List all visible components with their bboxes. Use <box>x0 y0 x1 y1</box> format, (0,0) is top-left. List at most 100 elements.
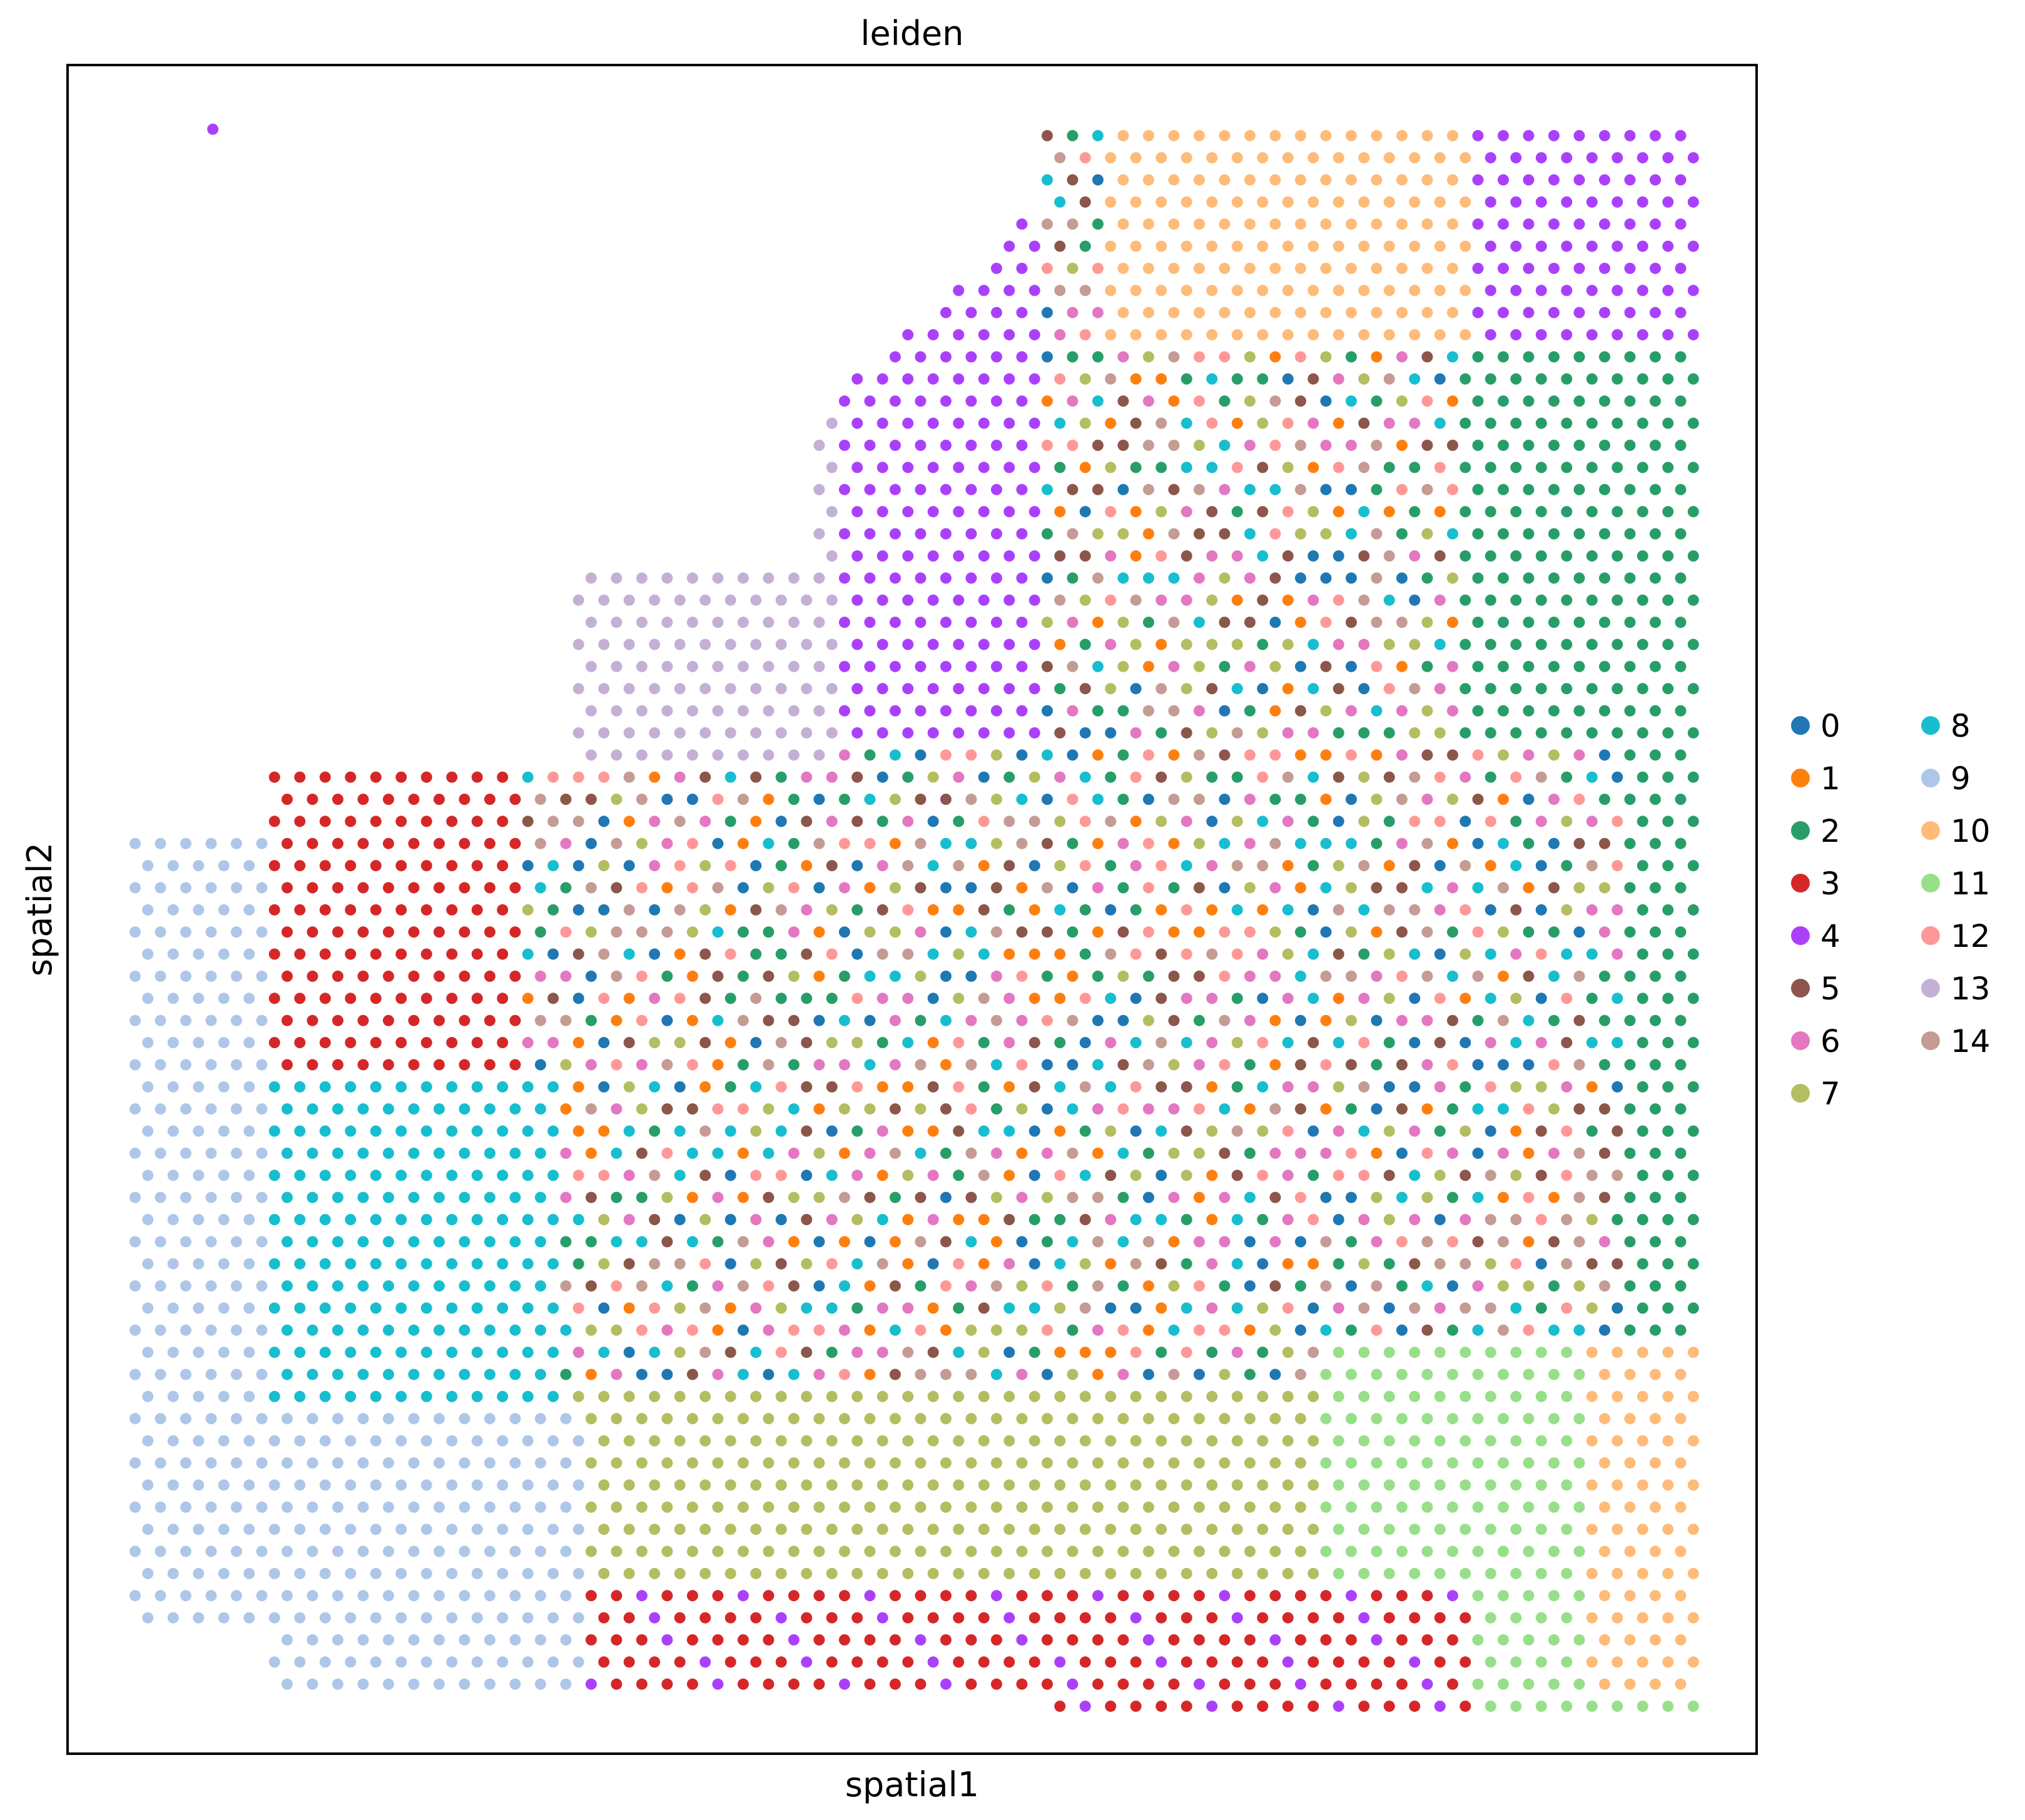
spot-point <box>1434 1214 1446 1225</box>
spot-point <box>636 1413 647 1425</box>
spot-point <box>231 1413 242 1425</box>
spot-point <box>1548 129 1560 141</box>
spot-point <box>1396 1545 1408 1557</box>
spot-point <box>826 1037 838 1048</box>
spot-point <box>256 1501 268 1513</box>
spot-point <box>1028 1302 1040 1314</box>
spot-point <box>1498 351 1509 363</box>
spot-point <box>940 882 952 894</box>
spot-point <box>927 417 939 429</box>
spot-point <box>1358 993 1370 1004</box>
spot-point <box>1219 129 1231 141</box>
spot-point <box>1105 639 1117 650</box>
spot-point <box>1498 306 1509 318</box>
spot-point <box>1067 1236 1078 1248</box>
spot-point <box>1016 395 1028 407</box>
spot-point <box>1042 970 1053 982</box>
spot-point <box>268 1524 280 1535</box>
spot-point <box>826 550 838 562</box>
spot-point <box>1409 1479 1421 1491</box>
spot-point <box>1459 1567 1471 1579</box>
spot-point <box>1358 1390 1370 1402</box>
spot-point <box>1092 749 1104 761</box>
spot-point <box>978 417 990 429</box>
spot-point <box>1067 794 1078 805</box>
legend-marker <box>1791 874 1810 892</box>
spot-point <box>876 417 888 429</box>
spot-point <box>1155 816 1167 827</box>
spot-point <box>724 1302 736 1314</box>
spot-point <box>750 1656 762 1668</box>
spot-point <box>915 528 926 540</box>
spot-point <box>1675 1457 1687 1469</box>
spot-point <box>598 1656 610 1668</box>
spot-point <box>522 1258 534 1270</box>
spot-point <box>978 1656 990 1668</box>
spot-point <box>927 1435 939 1447</box>
spot-point <box>940 351 952 363</box>
spot-point <box>1282 1656 1294 1668</box>
spot-point <box>876 1435 888 1447</box>
spot-point <box>649 1435 661 1447</box>
spot-point <box>1269 1103 1281 1115</box>
spot-point <box>1231 1214 1243 1225</box>
spot-point <box>268 1037 280 1048</box>
spot-point <box>1535 993 1547 1004</box>
spot-point <box>1548 1103 1560 1115</box>
spot-point <box>535 1678 546 1690</box>
spot-point <box>1003 1258 1015 1270</box>
legend-label: 7 <box>1820 1076 1840 1112</box>
spot-point <box>268 1656 280 1668</box>
spot-point <box>586 1501 597 1513</box>
spot-point <box>446 1612 458 1624</box>
spot-point <box>1573 1678 1585 1690</box>
spot-point <box>940 1324 952 1336</box>
spot-point <box>1143 1634 1154 1646</box>
spot-point <box>826 683 838 695</box>
spot-point <box>788 970 799 982</box>
spot-point <box>1371 970 1383 982</box>
spot-point <box>205 882 217 894</box>
spot-point <box>1687 1258 1699 1270</box>
spot-point <box>1117 1590 1129 1602</box>
spot-point <box>750 639 762 650</box>
spot-point <box>953 1125 965 1137</box>
spot-point <box>1346 129 1357 141</box>
spot-point <box>826 1435 838 1447</box>
spot-point <box>370 1037 382 1048</box>
spot-point <box>1561 1258 1573 1270</box>
spot-point <box>1434 816 1446 827</box>
spot-point <box>268 1258 280 1270</box>
spot-point <box>1180 904 1192 916</box>
spot-point <box>1472 1457 1484 1469</box>
spot-point <box>193 1390 205 1402</box>
spot-point <box>927 1258 939 1270</box>
spot-point <box>1650 837 1661 849</box>
spot-point <box>1003 594 1015 606</box>
spot-point <box>1130 1390 1142 1402</box>
spot-point <box>1510 1125 1522 1137</box>
spot-point <box>1168 1059 1180 1071</box>
spot-point <box>611 926 622 938</box>
spot-point <box>370 816 382 827</box>
spot-point <box>1168 440 1180 451</box>
spot-point <box>560 1059 572 1071</box>
spot-point <box>1459 462 1471 473</box>
spot-point <box>1307 1037 1319 1048</box>
spot-point <box>1219 837 1231 849</box>
spot-point <box>1459 904 1471 916</box>
spot-point <box>1358 1479 1370 1491</box>
spot-point <box>699 948 711 960</box>
spot-point <box>357 1059 369 1071</box>
spot-point <box>1586 417 1598 429</box>
spot-point <box>813 1280 825 1292</box>
spot-point <box>864 794 876 805</box>
spot-point <box>1257 771 1269 783</box>
spot-point <box>1687 285 1699 296</box>
spot-point <box>1371 1501 1383 1513</box>
spot-point <box>1434 1435 1446 1447</box>
spot-point <box>1611 196 1623 208</box>
spot-point <box>1269 1324 1281 1336</box>
spot-point <box>1168 1501 1180 1513</box>
spot-point <box>915 1457 926 1469</box>
